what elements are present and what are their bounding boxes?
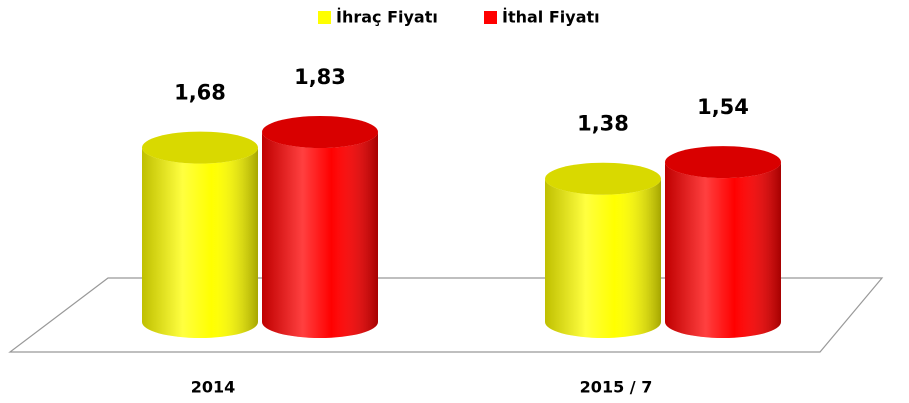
bar-top-shade: [665, 146, 781, 179]
bar-top: [665, 146, 781, 179]
x-tick-label: 2014: [191, 378, 236, 397]
legend-label: İhraç Fiyatı: [336, 8, 438, 27]
bar-shading: [545, 178, 661, 338]
bar-top-shade: [142, 131, 258, 164]
cylinder: [665, 146, 781, 338]
bar-top-shade: [262, 116, 378, 148]
legend-swatch: [318, 11, 331, 24]
cylinder: [262, 116, 378, 338]
value-label: 1,83: [294, 65, 346, 89]
legend-label: İthal Fiyatı: [502, 8, 600, 27]
bar-shading: [262, 132, 378, 338]
value-label: 1,54: [697, 95, 749, 119]
bar-top: [142, 131, 258, 164]
bar-shading: [665, 162, 781, 338]
cylinder: [545, 162, 661, 338]
value-label: 1,68: [174, 81, 226, 105]
bar-shading: [142, 147, 258, 338]
bar-top: [262, 116, 378, 148]
value-label: 1,38: [577, 112, 629, 136]
bar-top: [545, 162, 661, 195]
bar-top-shade: [545, 162, 661, 195]
cylinder: [142, 131, 258, 338]
x-tick-label: 2015 / 7: [580, 378, 653, 397]
legend-swatch: [484, 11, 497, 24]
